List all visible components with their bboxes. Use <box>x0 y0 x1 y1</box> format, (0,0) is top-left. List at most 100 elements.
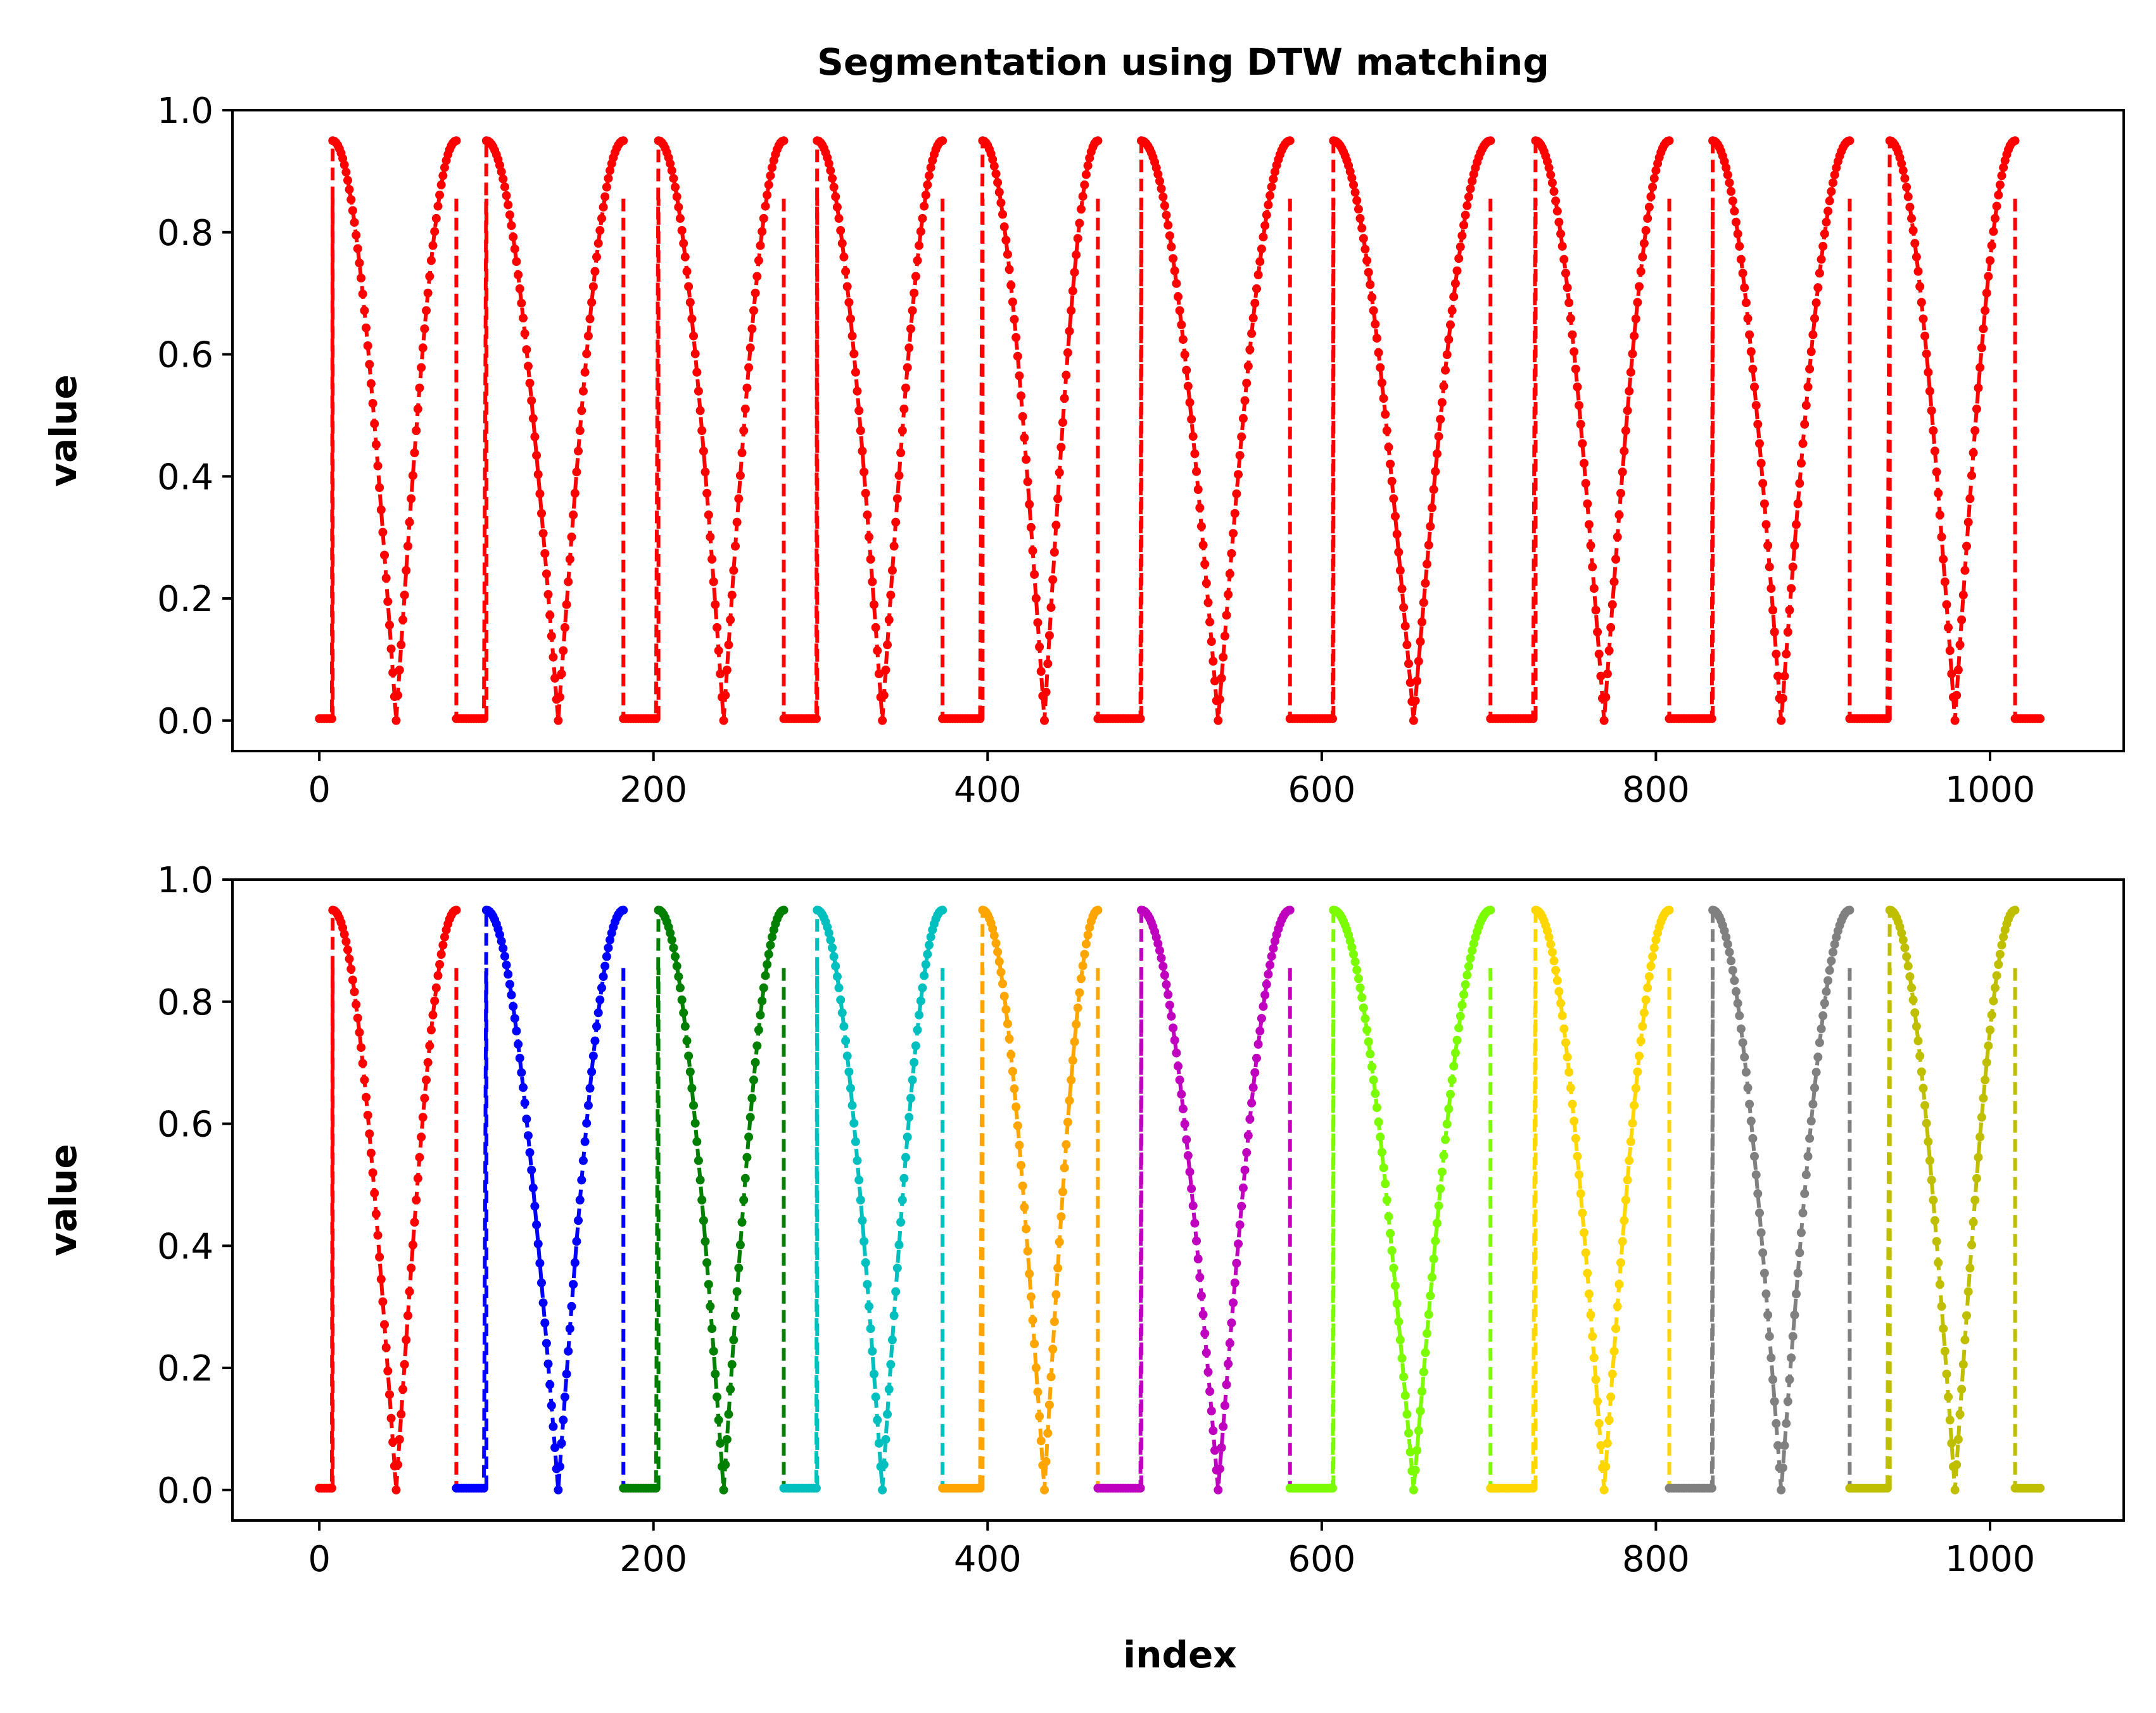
data-point <box>1594 1419 1604 1428</box>
data-point <box>1588 562 1597 572</box>
data-point <box>577 1175 587 1185</box>
data-point <box>702 488 712 498</box>
data-point <box>1196 1291 1206 1301</box>
data-point <box>533 470 543 479</box>
data-point <box>1613 1301 1622 1311</box>
data-point <box>1544 163 1554 172</box>
data-point <box>1255 1027 1265 1036</box>
data-point <box>1384 1212 1393 1222</box>
data-point <box>1795 1248 1804 1258</box>
data-point <box>1589 1353 1599 1363</box>
data-point <box>666 159 675 168</box>
data-point <box>1808 1099 1818 1109</box>
data-point <box>846 314 855 324</box>
data-point <box>1607 1369 1617 1379</box>
data-point <box>1958 1360 1968 1369</box>
data-point <box>428 1010 438 1020</box>
data-point <box>1639 1008 1649 1018</box>
data-point <box>1584 1289 1594 1299</box>
data-point <box>1432 449 1442 458</box>
data-point <box>894 1240 904 1249</box>
data-point <box>1930 446 1939 456</box>
data-point <box>1578 439 1587 448</box>
data-point <box>918 983 927 992</box>
data-point <box>1020 1203 1029 1212</box>
data-point <box>1222 1380 1231 1389</box>
data-point <box>1810 313 1819 323</box>
data-point <box>1167 242 1176 251</box>
data-point <box>545 1380 555 1389</box>
data-point <box>1770 628 1779 636</box>
data-point <box>2010 906 2020 915</box>
data-point <box>1381 1179 1390 1189</box>
data-point <box>1643 213 1652 223</box>
data-point <box>497 937 506 946</box>
data-point <box>1060 1163 1069 1173</box>
data-point <box>666 928 675 938</box>
data-point <box>1446 1089 1455 1099</box>
data-point <box>1360 244 1370 254</box>
data-point <box>1913 267 1923 276</box>
data-point <box>564 577 573 586</box>
data-point <box>1357 993 1367 1002</box>
data-point <box>1162 980 1171 989</box>
data-point <box>1970 1196 1980 1204</box>
data-point <box>430 227 440 236</box>
data-point <box>1735 241 1744 251</box>
data-point <box>1999 932 2008 942</box>
data-point <box>1227 549 1236 558</box>
data-point <box>1785 1375 1794 1384</box>
data-point <box>1195 1272 1205 1282</box>
data-point <box>1044 1400 1054 1410</box>
data-point <box>1554 987 1564 996</box>
data-point <box>1257 244 1266 254</box>
data-point <box>988 924 998 933</box>
data-point <box>1247 1098 1257 1108</box>
data-point <box>721 690 730 700</box>
data-point <box>1081 170 1091 179</box>
data-point <box>1782 649 1791 659</box>
data-point <box>1651 166 1661 175</box>
data-point <box>841 1036 851 1046</box>
data-point <box>1575 401 1584 410</box>
data-point <box>559 646 568 655</box>
data-point <box>1750 1152 1759 1161</box>
data-point <box>1070 1037 1079 1046</box>
data-point <box>892 494 902 503</box>
data-point <box>1395 566 1405 575</box>
data-point <box>1429 485 1438 494</box>
data-point <box>684 1051 694 1061</box>
data-point <box>1044 631 1054 640</box>
data-point <box>1648 952 1658 961</box>
data-point <box>1462 201 1472 210</box>
data-point <box>994 187 1004 197</box>
data-point <box>525 379 535 388</box>
data-point <box>1924 1137 1933 1146</box>
data-point <box>913 1025 922 1035</box>
data-point <box>1041 687 1051 697</box>
data-point <box>523 1131 533 1141</box>
data-point <box>380 550 389 560</box>
data-point <box>1830 940 1839 949</box>
data-point <box>701 1237 710 1246</box>
data-point <box>413 1173 422 1183</box>
data-point <box>1639 239 1649 248</box>
data-point <box>423 288 433 298</box>
data-point <box>597 213 606 223</box>
data-point <box>1240 1165 1250 1175</box>
data-point <box>425 272 434 281</box>
data-point <box>1450 1048 1460 1058</box>
series-segment <box>938 906 1103 1495</box>
data-point <box>362 1092 371 1102</box>
data-point <box>868 577 877 586</box>
data-point <box>853 386 862 396</box>
data-point <box>863 1280 872 1289</box>
data-point <box>682 1036 692 1046</box>
data-point <box>575 1196 585 1204</box>
series-segment <box>1665 136 1855 725</box>
data-point <box>1900 943 1910 952</box>
data-point <box>685 1067 695 1077</box>
data-point <box>1452 266 1462 275</box>
data-point <box>923 180 932 189</box>
data-point <box>1937 532 1946 541</box>
